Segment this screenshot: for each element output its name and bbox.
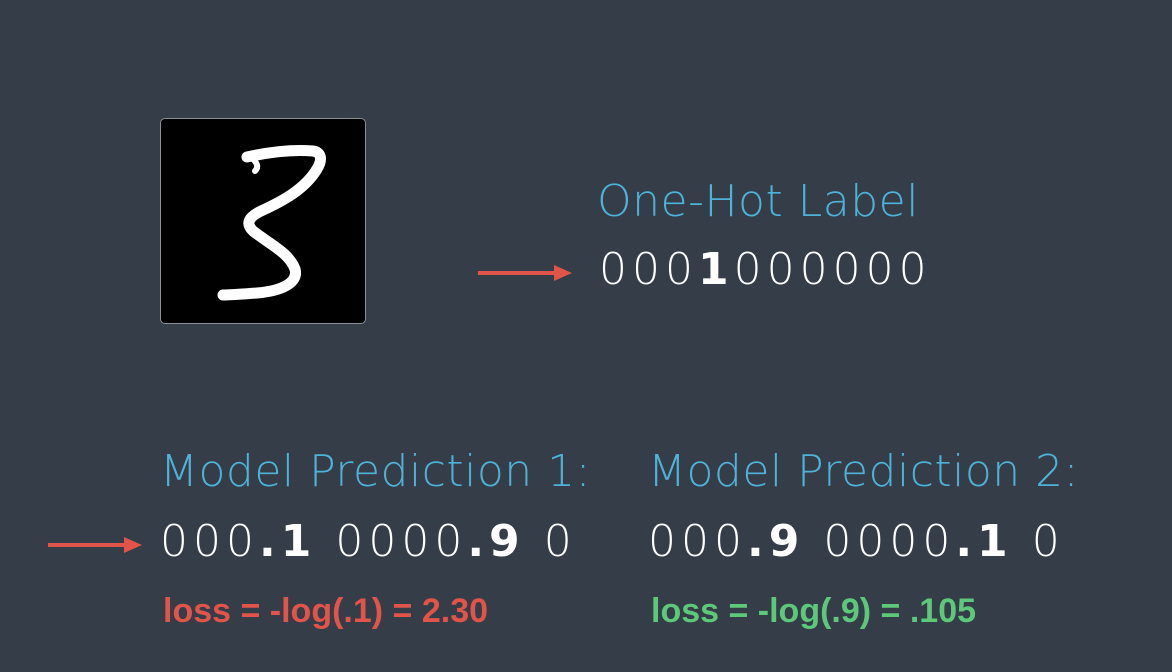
sequence-digit (316, 516, 335, 567)
sequence-digit: 0 (823, 516, 857, 567)
sequence-digit: 0 (368, 516, 402, 567)
sequence-digit: 0 (226, 516, 259, 567)
model-prediction-2-title: Model Prediction 2: (648, 446, 1079, 497)
digit-3-icon (217, 144, 326, 301)
sequence-digit: .1 (955, 516, 1013, 567)
sequence-digit: 0 (599, 244, 632, 295)
model-prediction-1-loss: loss = -log(.1) = 2.30 (163, 592, 489, 630)
sequence-digit: 0 (799, 244, 833, 295)
sequence-digit: .9 (467, 516, 525, 567)
sequence-digit: 0 (856, 516, 890, 567)
model-prediction-1-sequence: 000.1 0000.9 0 (160, 516, 577, 567)
sequence-digit: 0 (1031, 516, 1065, 567)
sequence-digit (525, 516, 544, 567)
sequence-digit: 0 (865, 244, 899, 295)
sequence-digit: 0 (434, 516, 468, 567)
sequence-digit: 0 (401, 516, 435, 567)
handwritten-digit-3-image (160, 118, 366, 324)
sequence-digit: 0 (898, 244, 932, 295)
sequence-digit: 0 (922, 516, 956, 567)
model-prediction-1-title: Model Prediction 1: (160, 446, 591, 497)
sequence-digit: 0 (733, 244, 767, 295)
sequence-digit (1013, 516, 1032, 567)
sequence-digit: 0 (766, 244, 800, 295)
sequence-digit: 0 (543, 516, 577, 567)
sequence-digit: 0 (889, 516, 923, 567)
sequence-digit: 0 (632, 244, 665, 295)
sequence-digit: 0 (335, 516, 369, 567)
sequence-digit: 0 (193, 516, 226, 567)
sequence-digit: 0 (681, 516, 714, 567)
sequence-digit: 0 (665, 244, 698, 295)
sequence-digit: 1 (698, 244, 734, 295)
sequence-digit: 0 (160, 516, 193, 567)
one-hot-label-sequence: 0001000000 (599, 244, 932, 295)
one-hot-label-title: One-Hot Label (597, 176, 919, 227)
sequence-digit: .1 (259, 516, 317, 567)
sequence-digit: 0 (832, 244, 866, 295)
model-prediction-2-sequence: 000.9 0000.1 0 (648, 516, 1065, 567)
sequence-digit: .9 (747, 516, 805, 567)
sequence-digit: 0 (714, 516, 747, 567)
sequence-digit: 0 (648, 516, 681, 567)
sequence-digit (804, 516, 823, 567)
label-arrow-icon (478, 265, 572, 281)
model-prediction-2-loss: loss = -log(.9) = .105 (651, 592, 977, 630)
prediction-1-arrow-icon (48, 537, 142, 553)
